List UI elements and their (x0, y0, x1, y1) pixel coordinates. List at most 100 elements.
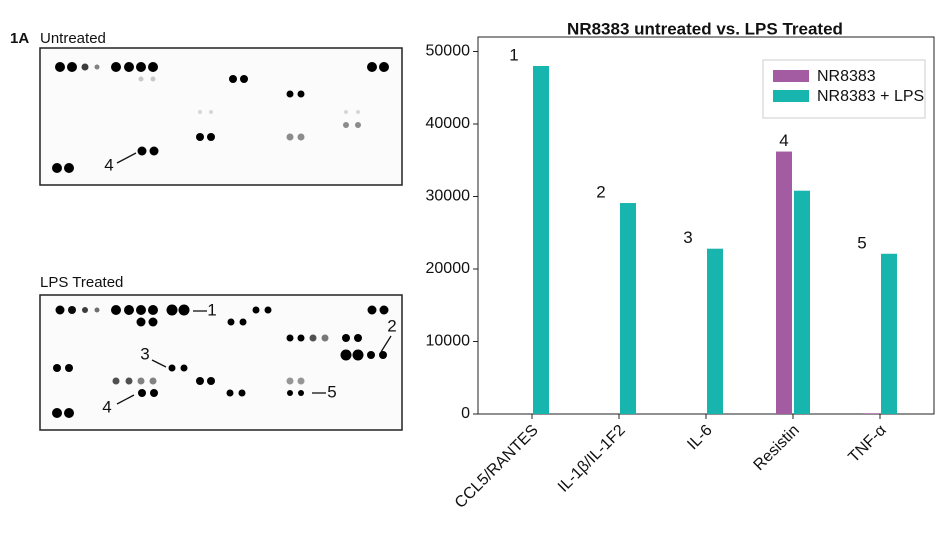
blot-spot (286, 334, 294, 342)
blot-callout: 2 (387, 316, 396, 335)
blot-spot (124, 305, 134, 315)
bar-annotation: 3 (683, 228, 692, 247)
blot-title: LPS Treated (40, 274, 123, 291)
blot-spot (264, 306, 272, 314)
blot-callout: 4 (104, 155, 113, 174)
blot-spot (297, 90, 305, 98)
blot-spot (137, 146, 147, 156)
blot-spot (343, 122, 349, 128)
blot-spot (148, 317, 158, 327)
blot-spot (196, 133, 204, 141)
blot-spot (286, 133, 294, 141)
blot-title: Untreated (40, 30, 106, 47)
y-tick-label: 0 (461, 405, 470, 422)
blot-spot (94, 307, 100, 313)
blot-spot (52, 408, 62, 418)
legend-swatch (773, 70, 809, 82)
blot-spot (238, 389, 246, 397)
y-tick-label: 20000 (426, 260, 471, 277)
blot-callout: 3 (140, 344, 149, 363)
blot-spot (64, 408, 74, 418)
blot-frame (39, 47, 403, 186)
blot-spot (149, 377, 157, 385)
blot-spot (287, 390, 293, 396)
blot-spot (81, 63, 89, 71)
callout-line (116, 152, 137, 164)
blot-spot (352, 349, 364, 361)
bar-annotation: 1 (509, 45, 518, 64)
blot-spot (379, 351, 387, 359)
blot-spot (138, 76, 144, 82)
bar (776, 151, 792, 415)
blot-spot (342, 334, 350, 342)
blot-spot (227, 318, 235, 326)
blot-spot (148, 62, 158, 72)
blot-spot (379, 305, 389, 315)
blot-spot (252, 306, 260, 314)
chart-title: NR8383 untreated vs. LPS Treated (567, 19, 843, 38)
blot-spot (297, 133, 305, 141)
blot-spot (297, 377, 305, 385)
blot-spot (148, 305, 158, 315)
blot-spot (111, 62, 121, 72)
blot-spot (209, 110, 213, 114)
blot-spot (136, 305, 146, 315)
blot-spot (379, 62, 389, 72)
blot-spot (53, 364, 61, 372)
bar-annotation: 2 (596, 183, 605, 202)
blot-spot (64, 163, 74, 173)
callout-line (380, 335, 392, 353)
x-tick-label: CCL5/RANTES (452, 422, 542, 512)
blot-spot (55, 305, 65, 315)
blot-spot (196, 377, 204, 385)
blot-spot (367, 62, 377, 72)
callout-line (116, 394, 135, 405)
blot-spot (150, 76, 156, 82)
blot-spot (198, 110, 202, 114)
bar-annotation: 4 (779, 131, 788, 150)
blot-spot (65, 364, 73, 372)
blot-spot (150, 389, 158, 397)
legend-swatch (773, 90, 809, 102)
blot-spot (125, 377, 133, 385)
blot-spot (354, 334, 362, 342)
bar (533, 66, 549, 414)
blot-spot (356, 110, 360, 114)
blot-spot (67, 62, 77, 72)
blot-spot (355, 122, 361, 128)
bar (707, 248, 723, 414)
blot-spot (297, 334, 305, 342)
blot-spot (68, 306, 76, 314)
blot-spot (239, 318, 247, 326)
blot-spot (137, 377, 145, 385)
x-tick-label: IL-1β/IL-1F2 (555, 422, 629, 496)
bar (794, 190, 810, 414)
blot-frame (39, 294, 403, 431)
x-tick-label: TNF-α (845, 422, 889, 466)
blot-spot (52, 163, 62, 173)
blot-spot (298, 390, 304, 396)
blot-callout: 4 (102, 397, 111, 416)
blot-spot (138, 389, 146, 397)
blot-callout: 5 (327, 382, 336, 401)
blot-spot (229, 75, 237, 83)
blot-spot (180, 364, 188, 372)
blot-spot (136, 317, 146, 327)
blot-spot (178, 304, 190, 316)
legend-frame (762, 59, 926, 119)
blot-spot (168, 364, 176, 372)
blot-spot (112, 377, 120, 385)
legend-label: NR8383 + LPS (817, 88, 924, 105)
legend-label: NR8383 (817, 68, 876, 85)
blot-spot (344, 110, 348, 114)
blot-spot (367, 351, 375, 359)
blot-spot (367, 305, 377, 315)
blot-spot (55, 62, 65, 72)
callout-line (151, 359, 167, 368)
blot-spot (124, 62, 134, 72)
blot-spot (226, 389, 234, 397)
x-tick-label: IL-6 (684, 422, 716, 454)
bar-annotation: 5 (857, 233, 866, 252)
blot-callout: 1 (207, 300, 216, 319)
